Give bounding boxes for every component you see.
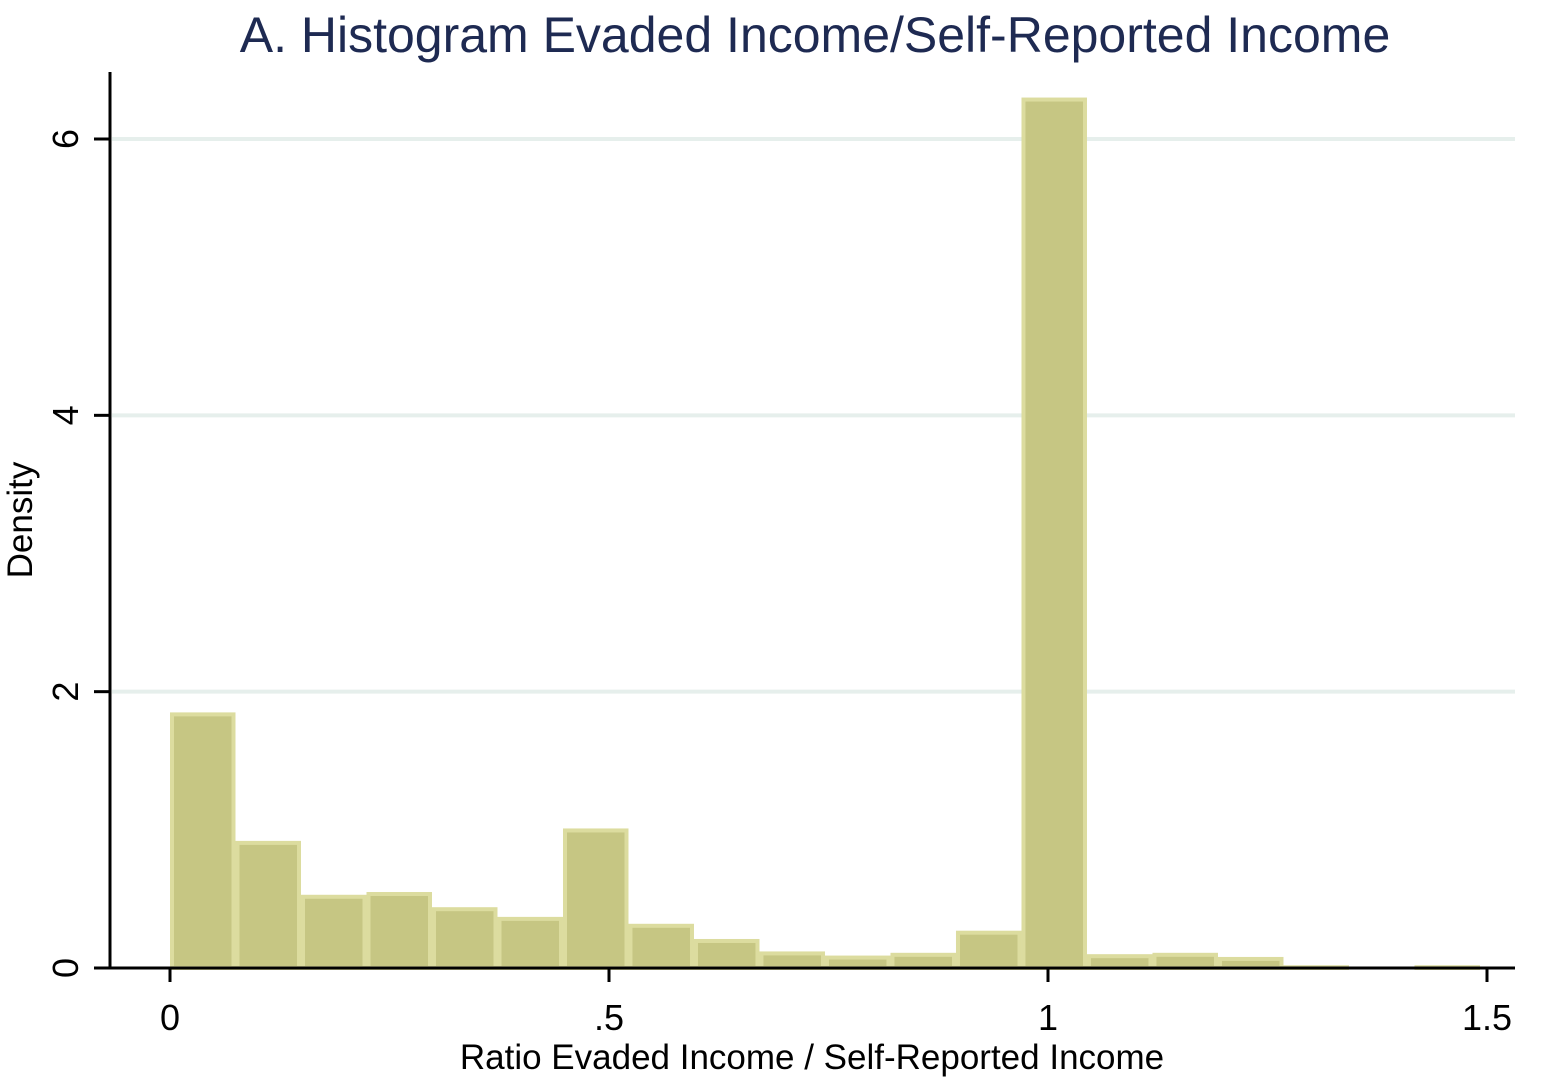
histogram-bar bbox=[170, 712, 236, 970]
x-tick-label: 1 bbox=[1038, 997, 1058, 1038]
histogram-bars bbox=[170, 97, 1480, 971]
x-tick-label: 1.5 bbox=[1462, 997, 1512, 1038]
y-tick-label: 2 bbox=[45, 682, 86, 702]
histogram-bar bbox=[235, 840, 301, 970]
histogram-bar bbox=[1152, 952, 1218, 971]
x-tick-label: 0 bbox=[160, 997, 180, 1038]
grid-lines bbox=[112, 137, 1515, 694]
histogram-bar bbox=[1021, 97, 1087, 971]
histogram-bar bbox=[693, 938, 760, 970]
x-axis-label: Ratio Evaded Income / Self-Reported Inco… bbox=[460, 1038, 1164, 1077]
histogram-bar bbox=[759, 951, 825, 970]
histogram-bar bbox=[366, 892, 432, 971]
histogram-bar bbox=[562, 828, 629, 970]
histogram-bar bbox=[628, 923, 694, 971]
chart-title: A. Histogram Evaded Income/Self-Reported… bbox=[240, 7, 1391, 63]
y-tick-label: 0 bbox=[45, 958, 86, 978]
axes: 0 2 4 6 0 .5 1 1.5 bbox=[45, 72, 1515, 1038]
histogram-bar bbox=[890, 952, 956, 971]
y-tick-label: 4 bbox=[45, 405, 86, 425]
histogram-bar bbox=[955, 930, 1022, 971]
histogram-bar bbox=[1086, 954, 1153, 971]
y-tick-label: 6 bbox=[45, 129, 86, 149]
y-axis-label: Density bbox=[1, 461, 40, 578]
x-tick-label: .5 bbox=[594, 997, 624, 1038]
histogram-bar bbox=[497, 916, 563, 971]
histogram-bar bbox=[300, 894, 367, 970]
histogram-bar bbox=[431, 907, 498, 970]
histogram-bar bbox=[824, 955, 891, 971]
